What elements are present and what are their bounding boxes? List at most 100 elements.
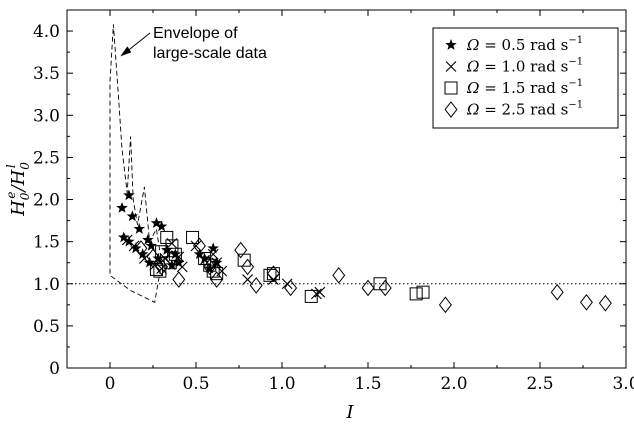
x-tick-label: 2.0 [440,374,467,394]
data-point-diamond [332,267,346,284]
data-point-diamond [438,296,452,314]
data-point-star [123,189,135,201]
data-point-star [150,217,163,228]
legend-value: = 1.0 rad s [479,58,568,76]
data-point-square [165,239,179,253]
data-point-star [445,39,457,50]
data-point-star [145,239,157,251]
data-point-star [133,223,145,234]
data-point-diamond [598,294,612,312]
legend-value: = 0.5 rad s [479,36,568,54]
data-point-square [160,230,174,244]
x-tick-label: 0 [105,374,116,394]
y-tick-label: 3.5 [33,64,60,84]
data-point-cross [445,61,457,72]
data-point-diamond [192,237,206,255]
data-point-cross [242,274,253,285]
data-point-cross [128,240,140,252]
data-point-diamond [146,248,160,266]
data-point-star [204,262,216,274]
data-point-star [126,210,139,222]
data-point-square [237,253,251,267]
data-point-diamond [165,250,179,267]
data-point-diamond [134,240,148,257]
data-point-diamond [234,241,248,259]
data-point-square [409,287,423,301]
data-point-star [198,252,211,264]
data-point-diamond [361,279,375,297]
y-label-slash: /H [8,169,29,193]
data-point-cross [121,234,133,246]
legend-omega: Ω [466,101,479,119]
data-points-layer [116,189,612,314]
data-point-star [166,259,178,271]
data-point-cross [190,240,202,252]
data-point-diamond [241,258,255,276]
data-point-star [155,220,168,232]
envelope-outline [109,24,163,303]
data-point-square [304,289,318,303]
axes-layer: 0 0.5 1.0 1.5 2.0 2.5 3.0 0 0.5 1.0 1.5 2.0 2.5 3.0 3.… [4,9,634,394]
y-tick-label: 2.0 [33,191,60,211]
series-diamond [134,237,612,314]
legend: Ω = 0.5 rad s−1Ω = 1.0 rad s−1Ω = 1.5 ra… [432,27,619,129]
legend-value: = 1.5 rad s [479,79,568,97]
data-point-diamond [444,101,458,118]
legend-sup: −1 [568,35,583,46]
y-axis-label: H0e/H0l [4,162,32,217]
x-tick-label: 2.5 [526,374,553,394]
data-point-diamond [155,258,169,276]
y-tick-label: 1.5 [33,233,60,253]
y-label-h1: H [8,200,29,217]
y-label-sup1: e [4,191,18,198]
data-point-square [263,268,277,282]
y-label-sub2: 0 [18,162,32,170]
data-point-square [186,230,200,244]
data-point-star [207,242,219,254]
x-axis-label: I [345,402,354,423]
data-point-diamond [172,271,186,288]
legend-omega: Ω [466,36,479,54]
y-tick-label: 0.5 [33,317,60,337]
data-point-diamond [203,258,217,276]
x-tick-label: 3.0 [612,374,634,394]
data-point-star [142,233,154,245]
x-tick-label: 0.5 [182,374,209,394]
annotation: Envelope of large-scale data [120,25,267,62]
legend-entry-label: Ω = 1.5 rad s−1 [466,78,583,97]
data-point-cross [176,261,188,273]
y-tick-label: 3.0 [33,106,60,126]
annotation-line-2: large-scale data [153,45,267,62]
data-point-star [161,244,173,255]
data-point-cross [207,248,219,260]
data-point-diamond [210,271,224,288]
data-point-cross [199,254,210,266]
y-tick-label: 2.5 [33,148,60,168]
annotation-line-1: Envelope of [153,25,238,42]
data-point-diamond [249,277,263,294]
legend-sup: −1 [568,57,583,68]
x-tick-label: 1.5 [354,374,381,394]
data-point-diamond [378,279,392,297]
y-label-sup2: l [4,164,18,168]
y-tick-label: 0 [49,359,60,379]
data-point-square [198,251,212,265]
data-point-square [444,81,458,95]
data-point-diamond [550,283,564,301]
y-tick-label: 4.0 [33,22,60,42]
legend-box [432,27,619,129]
plot-frame [66,9,627,369]
data-point-square [153,264,167,278]
legend-entry-label: Ω = 0.5 rad s−1 [466,35,583,54]
data-point-diamond [266,265,280,282]
data-point-square [416,285,430,299]
legend-entry-label: Ω = 2.5 rad s−1 [466,100,583,119]
data-point-star [116,201,128,213]
annotation-arrow-head [120,46,132,57]
legend-value: = 2.5 rad s [479,101,568,119]
data-point-square [149,262,163,276]
envelope-layer [109,24,163,303]
data-point-star [143,256,156,268]
data-point-diamond [284,279,298,297]
